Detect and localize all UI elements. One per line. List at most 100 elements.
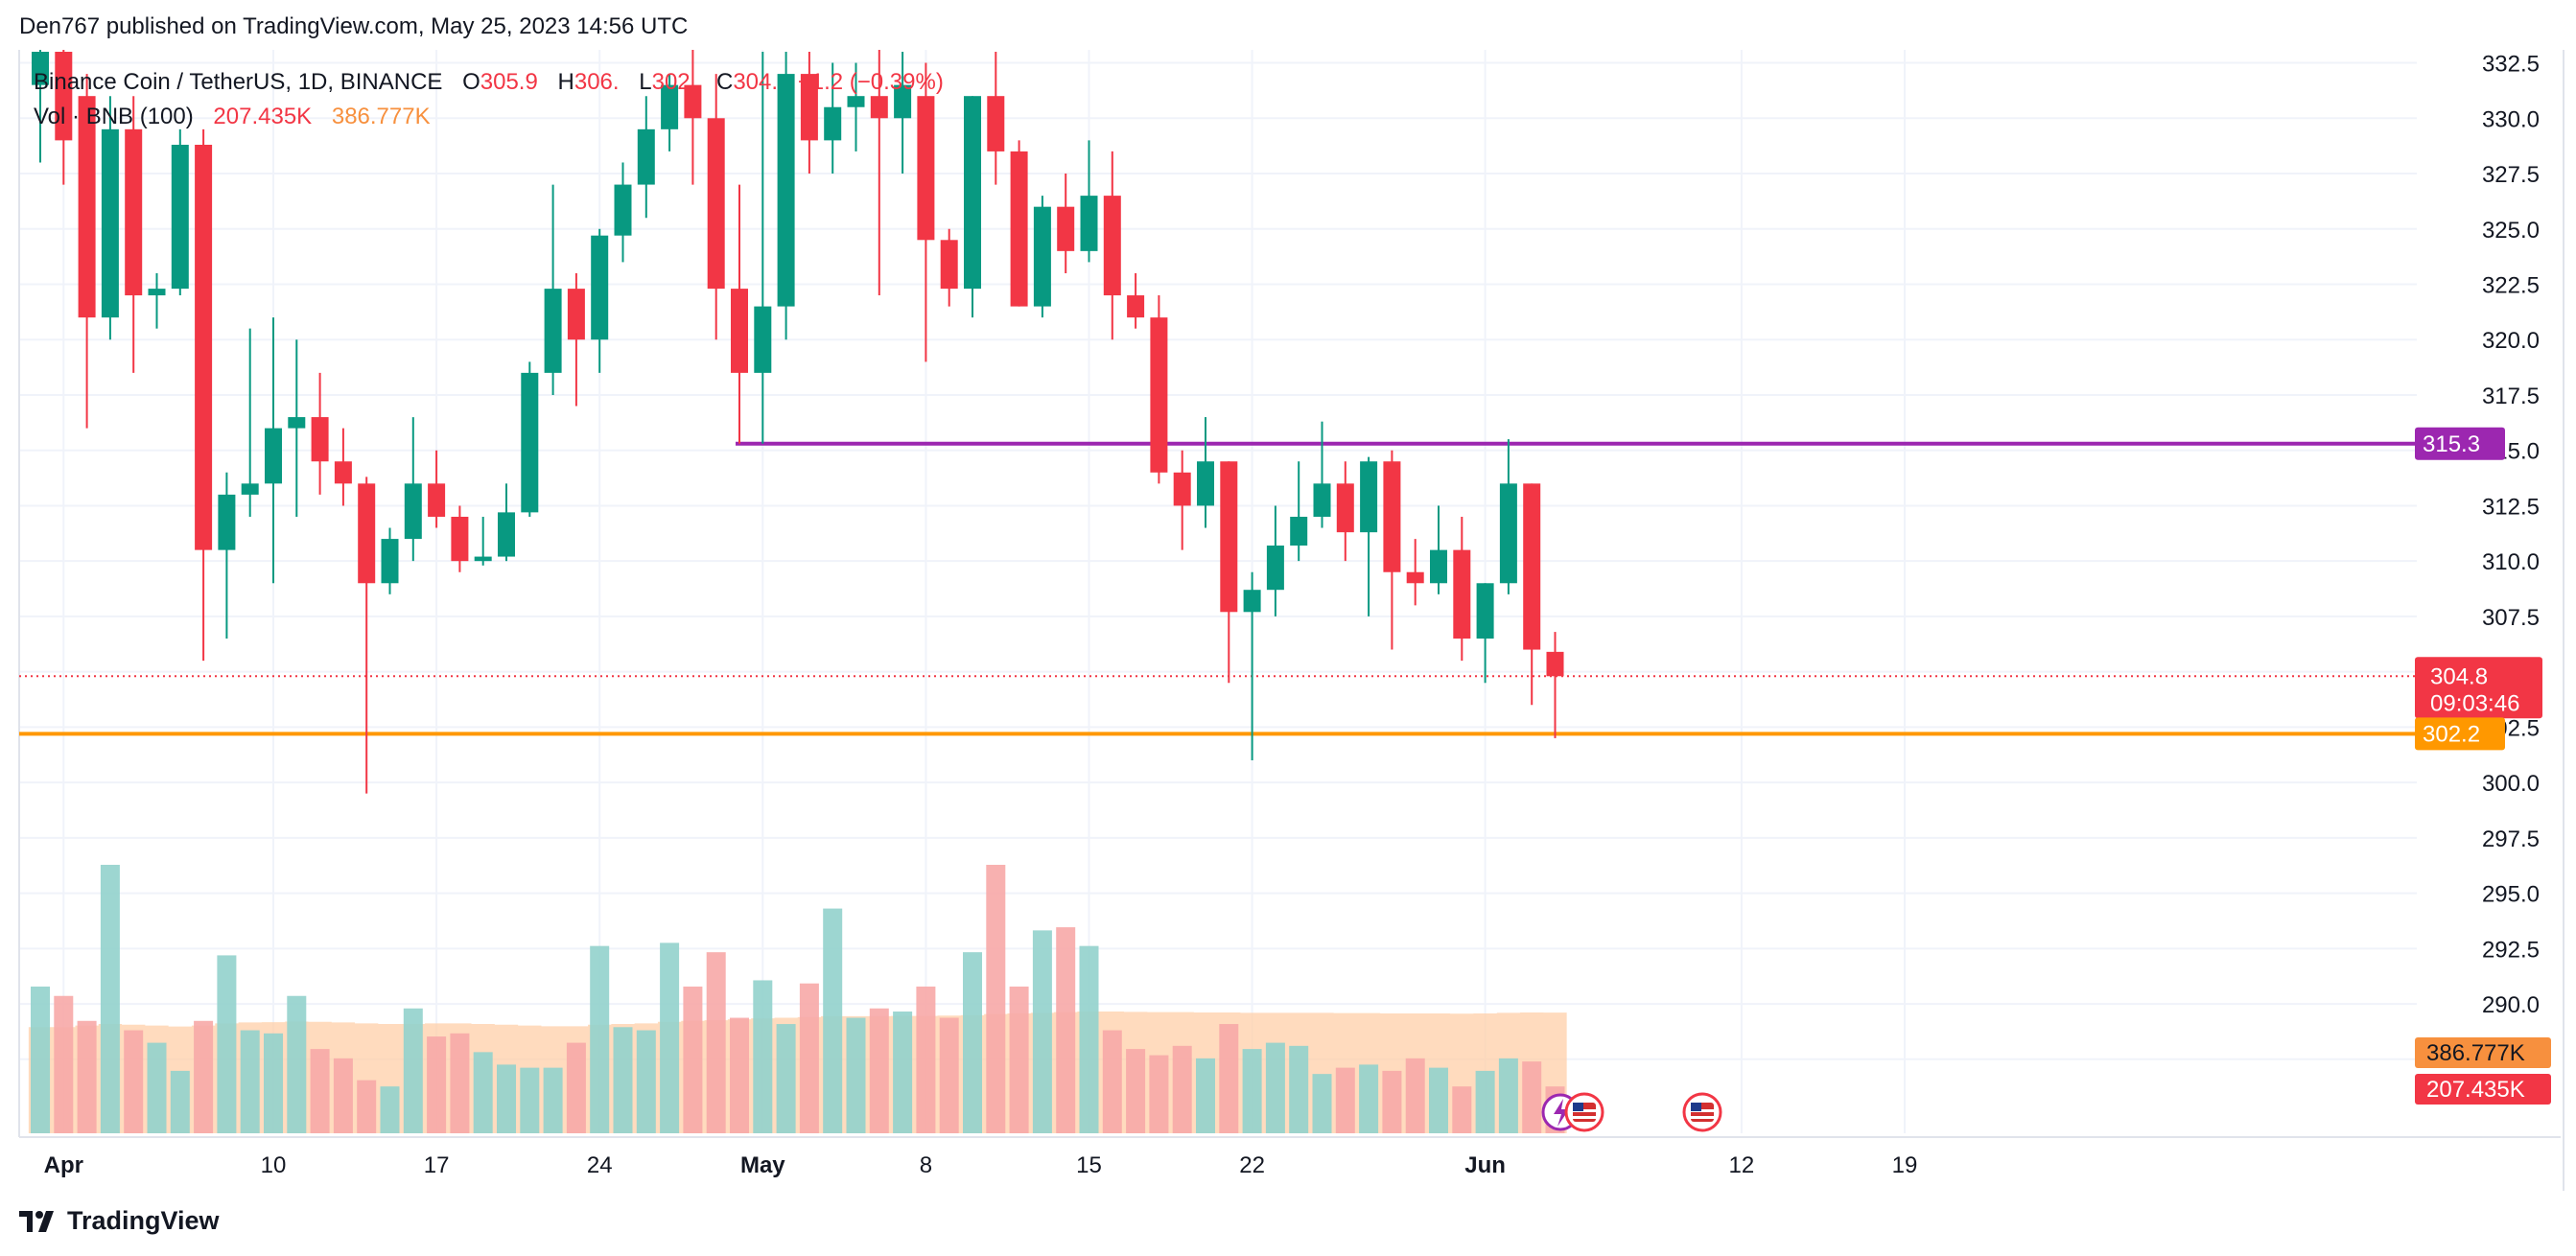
time-tick-label: Jun xyxy=(1464,1152,1506,1178)
volume-bar xyxy=(1102,1030,1122,1133)
volume-bar xyxy=(1219,1024,1239,1133)
tradingview-brand[interactable]: TradingView xyxy=(67,1206,220,1235)
candle xyxy=(684,29,702,185)
volume-ma-axis-badge: 386.777K xyxy=(2415,1037,2551,1068)
volume-bar xyxy=(100,865,120,1133)
volume-bar xyxy=(264,1033,283,1133)
candle xyxy=(870,29,888,296)
volume-bar xyxy=(1359,1064,1379,1133)
candle xyxy=(334,428,352,506)
svg-text:207.435K: 207.435K xyxy=(2426,1077,2525,1103)
candle-body xyxy=(567,289,585,340)
candle xyxy=(404,417,422,562)
candle xyxy=(1406,539,1424,606)
time-tick-label: 10 xyxy=(261,1152,287,1178)
chart-frame[interactable]: 332.5 330.0 327.5 325.0 322.5 320.0 317.5 315.0… xyxy=(0,7,2564,1191)
candle-body xyxy=(1033,206,1051,307)
candle-body xyxy=(521,372,539,513)
candle-body xyxy=(195,144,213,550)
candle-body xyxy=(218,494,236,550)
candle-body xyxy=(1430,549,1447,584)
candle xyxy=(544,184,562,395)
candle-body xyxy=(1499,483,1517,584)
candle-body xyxy=(1057,206,1075,251)
candle xyxy=(101,96,119,340)
candle-body xyxy=(1197,461,1214,506)
candle xyxy=(1033,196,1051,318)
candle xyxy=(358,477,376,794)
candle-body xyxy=(148,289,166,296)
candle-body xyxy=(591,235,609,340)
time-tick-label: 19 xyxy=(1892,1152,1918,1178)
candle-body xyxy=(1127,295,1145,318)
candle-body xyxy=(451,516,469,562)
candle xyxy=(125,96,143,373)
candle-body xyxy=(987,96,1005,151)
footer: TradingView xyxy=(19,1206,220,1236)
candle xyxy=(1220,461,1238,684)
candle-body xyxy=(1150,317,1168,473)
volume-bar xyxy=(1289,1045,1309,1133)
candle xyxy=(591,228,609,373)
volume-bar xyxy=(77,1020,97,1133)
resistance-price-badge: 315.3 xyxy=(2415,427,2505,460)
candle xyxy=(847,62,865,151)
candle-body xyxy=(32,52,49,85)
volume-bar xyxy=(1312,1074,1332,1133)
candle xyxy=(288,339,306,517)
volume-bar xyxy=(427,1036,447,1133)
volume-bar xyxy=(124,1030,144,1133)
volume-bar xyxy=(357,1080,377,1133)
horizontal-lines xyxy=(19,441,2417,736)
candle-body xyxy=(731,289,748,373)
volume-bar xyxy=(939,1017,959,1133)
candle-body xyxy=(637,128,655,185)
candle-body xyxy=(404,483,422,540)
candle-body xyxy=(498,512,515,557)
candle-body xyxy=(334,461,352,484)
candle-body xyxy=(824,106,842,141)
candle-body xyxy=(1546,651,1564,677)
candle-body xyxy=(894,84,912,119)
volume-bar xyxy=(1172,1045,1192,1133)
candle xyxy=(1127,272,1145,329)
candle-body xyxy=(1313,483,1331,517)
volume-bar xyxy=(823,908,843,1133)
volume-bar xyxy=(566,1042,586,1133)
candle xyxy=(1150,295,1168,484)
candle-body xyxy=(1290,516,1308,547)
candle xyxy=(148,272,166,329)
candle xyxy=(1313,421,1331,528)
volume-bar xyxy=(613,1027,633,1133)
time-tick-label: May xyxy=(740,1152,785,1178)
candle xyxy=(265,317,282,584)
volume-bar xyxy=(1126,1049,1146,1133)
price-tick-label: 312.5 xyxy=(2482,494,2540,520)
volume-bar xyxy=(1265,1042,1285,1133)
candle-body xyxy=(1336,483,1354,533)
candle-body xyxy=(1080,196,1098,251)
price-tick-label: 325.0 xyxy=(2482,218,2540,244)
candle xyxy=(1290,461,1308,562)
price-tick-label: 297.5 xyxy=(2482,826,2540,852)
candlestick-chart[interactable]: 332.5330.0327.5325.0322.5320.0317.5315.0… xyxy=(0,7,2563,1191)
price-tick-label: 320.0 xyxy=(2482,328,2540,354)
candle-body xyxy=(125,128,143,296)
candle-body xyxy=(544,289,562,373)
candle xyxy=(567,272,585,407)
candle xyxy=(1453,516,1471,662)
candle xyxy=(731,184,748,444)
tradingview-logo-icon xyxy=(19,1210,54,1232)
volume-bar xyxy=(1149,1055,1169,1133)
volume-bar xyxy=(1498,1058,1518,1133)
candle-body xyxy=(1010,151,1028,307)
volume-pane xyxy=(28,865,1567,1133)
candle-body xyxy=(707,118,725,290)
candle xyxy=(1523,483,1541,706)
candle-body xyxy=(1360,461,1378,533)
candle xyxy=(428,450,446,528)
candle xyxy=(754,52,772,444)
candle-body xyxy=(777,74,795,307)
volume-bar xyxy=(590,945,610,1133)
svg-text:302.2: 302.2 xyxy=(2423,721,2480,747)
